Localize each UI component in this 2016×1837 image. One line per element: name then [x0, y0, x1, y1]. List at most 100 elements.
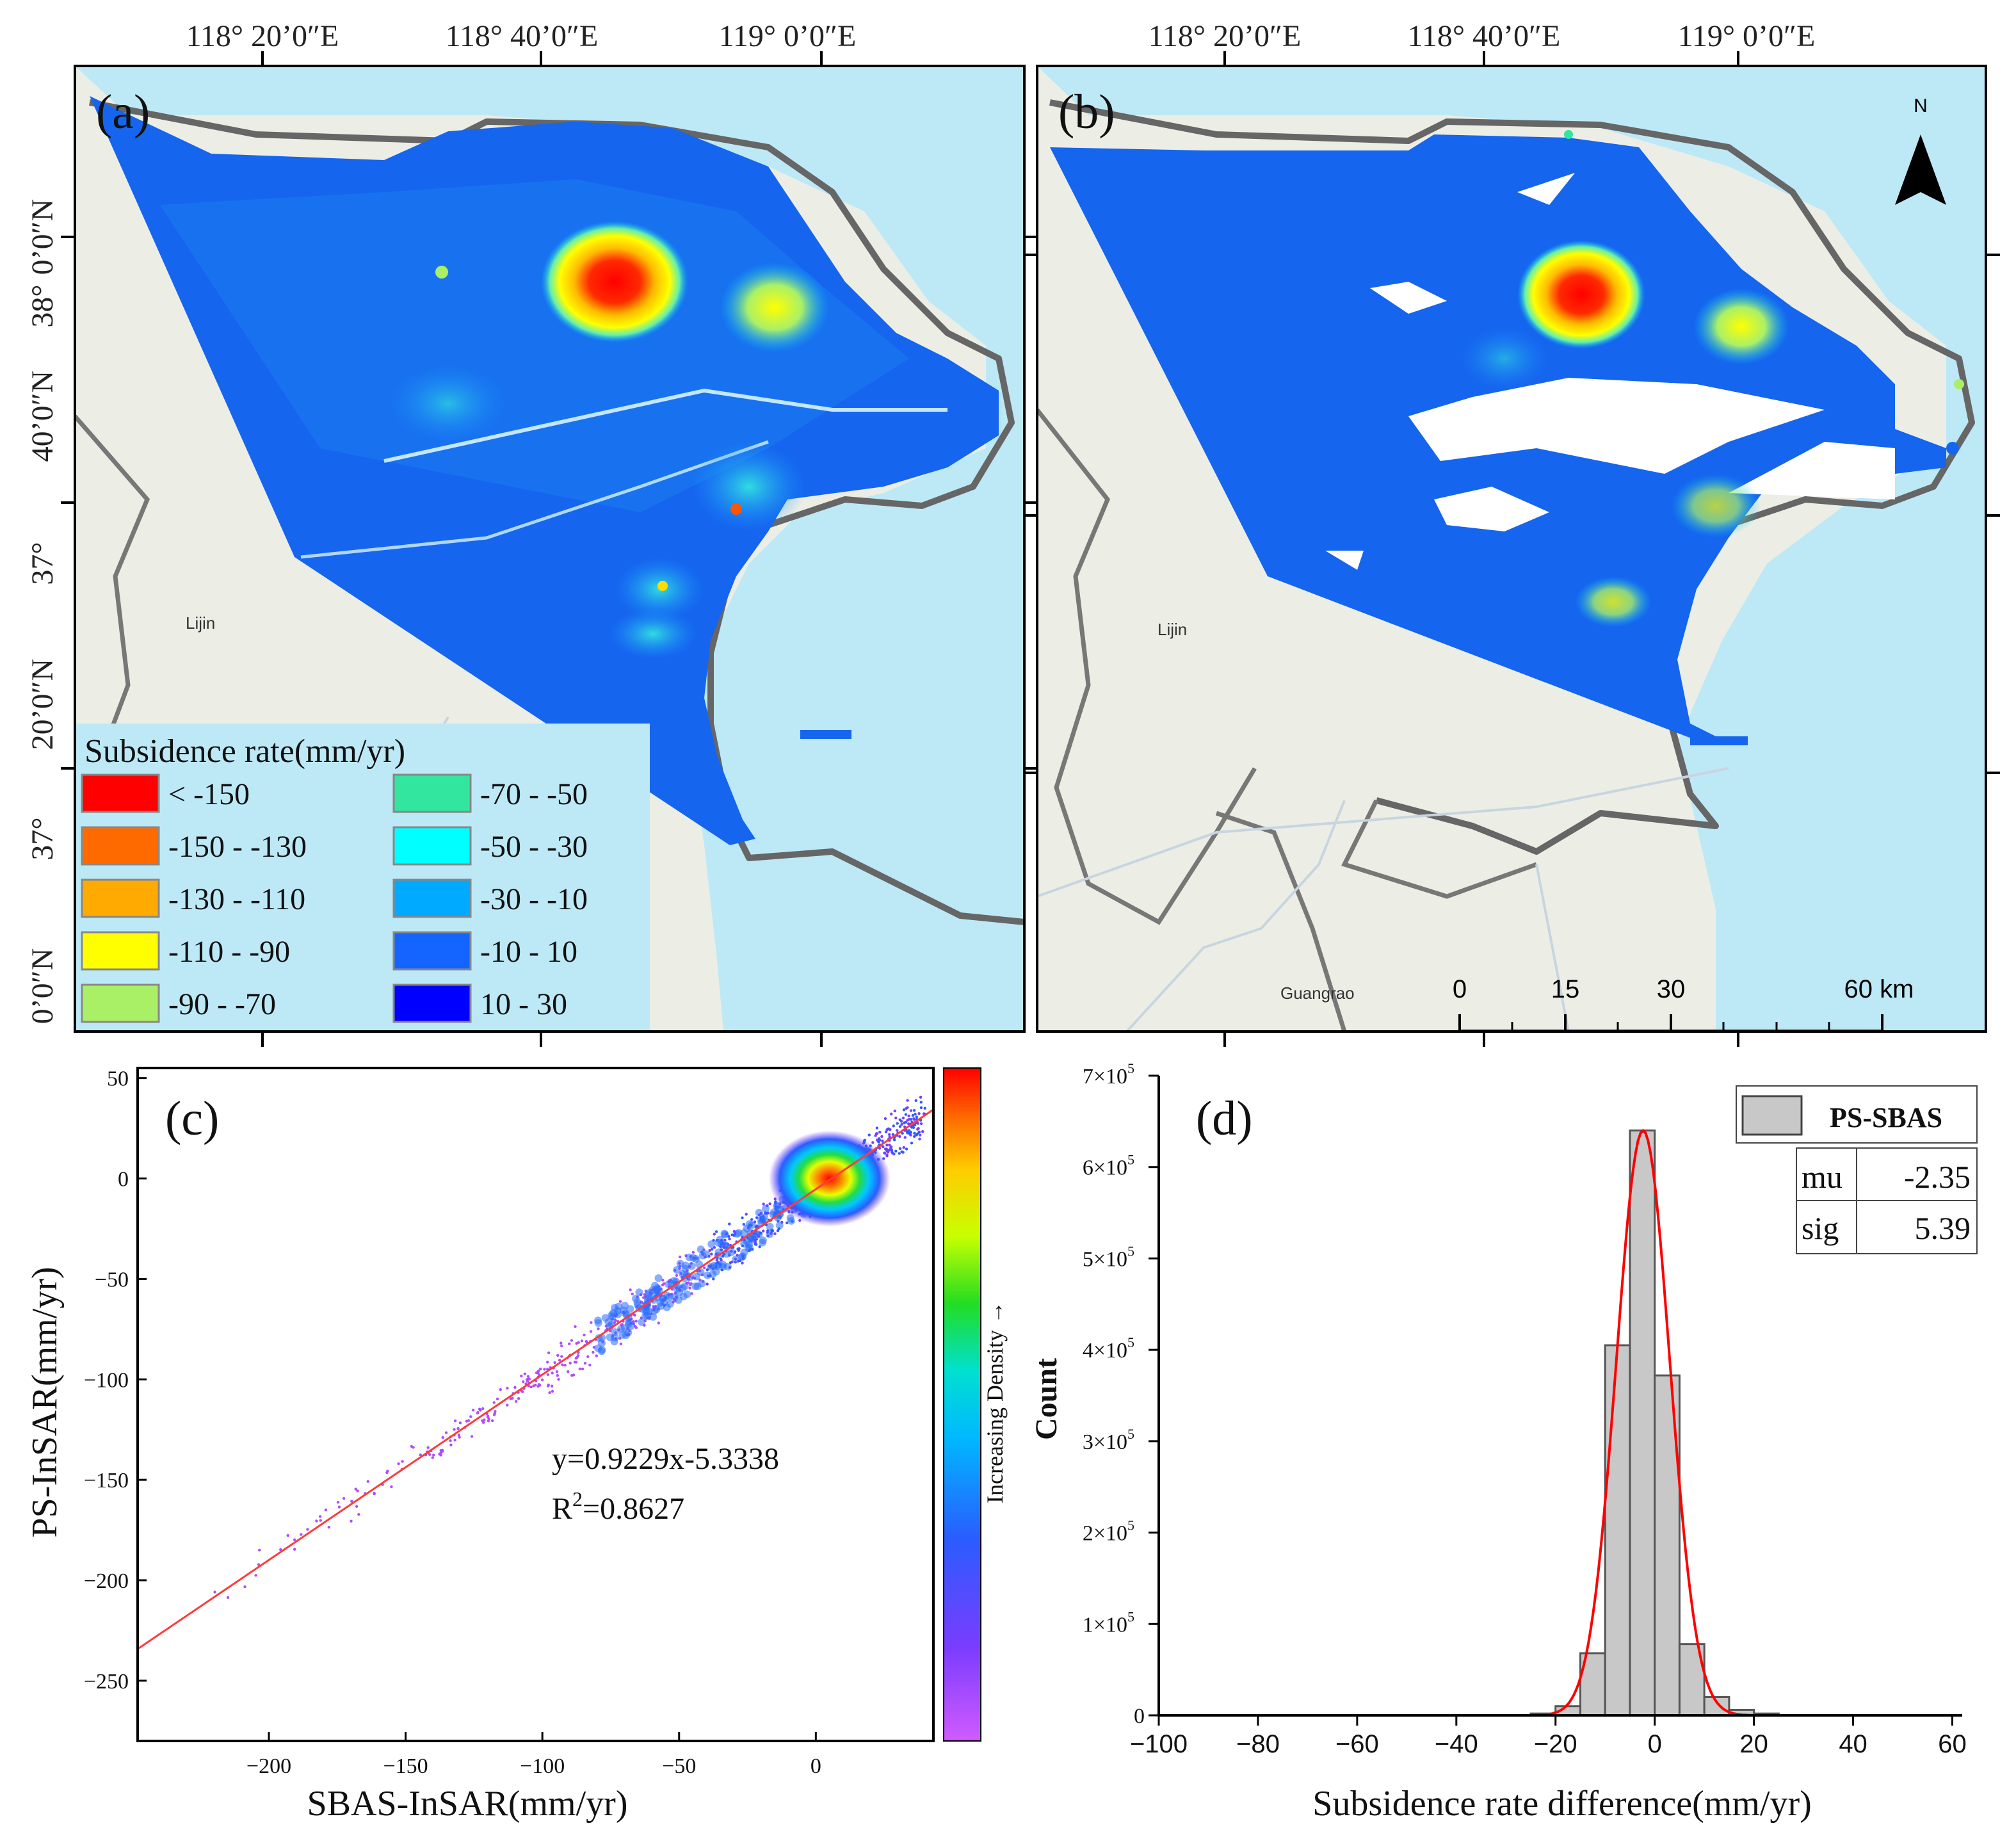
- scatter-point: [885, 1144, 889, 1147]
- scatter-point: [515, 1400, 518, 1403]
- histogram-panel-d: −100 −80 −60 −40 −20 0 20 40 60 0 1×105 2×105 3×105 4…: [1029, 1060, 1978, 1824]
- x-tick-label-d-2: −60: [1335, 1730, 1379, 1758]
- scatter-point: [574, 1357, 577, 1360]
- scatter-point: [629, 1288, 632, 1291]
- scatter-point: [905, 1147, 908, 1151]
- scatter-point: [570, 1339, 574, 1342]
- y-tick-label-c-6: −250: [84, 1670, 129, 1694]
- scatter-point: [595, 1354, 598, 1357]
- scatter-point: [904, 1113, 908, 1116]
- x-tick-label-d-5: 0: [1648, 1730, 1662, 1758]
- scatter-point: [909, 1130, 912, 1134]
- scatter-point: [719, 1260, 727, 1268]
- lon-label-b-3: 119° 0’0″E: [1678, 19, 1816, 53]
- scatter-point: [712, 1277, 715, 1281]
- x-axis-label-c: SBAS-InSAR(mm/yr): [307, 1784, 628, 1824]
- legend-label-0: < -150: [168, 777, 250, 811]
- x-tick-label-d-3: −40: [1435, 1730, 1478, 1758]
- scatter-point: [618, 1331, 627, 1339]
- scatter-point: [697, 1245, 705, 1254]
- scatter-point: [898, 1147, 902, 1151]
- scatter-point: [594, 1344, 602, 1352]
- scatter-point: [762, 1204, 770, 1213]
- scatter-point: [898, 1152, 901, 1155]
- scatter-point: [875, 1132, 879, 1135]
- scatter-point: [728, 1222, 731, 1226]
- scatter-point: [681, 1265, 689, 1273]
- scatter-point: [730, 1233, 734, 1236]
- legend-label-6: -50 - -30: [480, 830, 588, 864]
- scatter-point: [426, 1446, 430, 1449]
- scatter-point: [754, 1243, 757, 1246]
- scatter-point: [496, 1397, 499, 1400]
- scatter-point: [916, 1128, 919, 1131]
- scatter-point: [606, 1333, 614, 1341]
- scatter-point: [775, 1221, 784, 1229]
- scatter-point: [213, 1590, 216, 1594]
- legend-label-8: -10 - 10: [480, 935, 577, 969]
- scatter-point: [441, 1436, 444, 1439]
- scatter-point: [912, 1118, 916, 1121]
- scatter-point: [551, 1372, 554, 1375]
- scatter-point: [758, 1245, 761, 1249]
- scatter-point: [547, 1351, 551, 1354]
- scatter-point: [909, 1109, 913, 1112]
- scale-tick-0: 0: [1453, 975, 1467, 1003]
- panel-label-c: (c): [165, 1092, 219, 1145]
- scatter-point: [551, 1389, 554, 1393]
- lat-label-3a: 20’0″N: [26, 659, 60, 750]
- scatter-point: [741, 1216, 744, 1220]
- scatter-point: [258, 1548, 261, 1552]
- scatter-point: [354, 1487, 357, 1491]
- scatter-point: [585, 1339, 588, 1343]
- y-tick-label-c-4: −150: [84, 1469, 129, 1493]
- scatter-point: [337, 1505, 341, 1509]
- scatter-point: [918, 1137, 921, 1141]
- scatter-point: [911, 1113, 915, 1117]
- legend-swatch-4: [81, 983, 160, 1023]
- scatter-point: [707, 1240, 716, 1249]
- scatter-point: [892, 1153, 896, 1156]
- scatter-point: [613, 1307, 622, 1315]
- scatter-point: [649, 1313, 657, 1321]
- stat-name-mu: mu: [1802, 1159, 1843, 1195]
- scatter-point: [906, 1099, 909, 1102]
- scatter-point: [871, 1141, 875, 1144]
- panel-label-b: (b): [1058, 85, 1115, 139]
- y-tick-label-d-2: 2×105: [1083, 1517, 1134, 1546]
- x-tick-label-c-4: 0: [810, 1754, 821, 1778]
- legend-swatch-0: [81, 773, 160, 813]
- scatter-point: [492, 1401, 496, 1404]
- scatter-point: [706, 1283, 709, 1286]
- histogram-bar-4: [1629, 1129, 1656, 1717]
- lat-label-1b: 38°: [26, 284, 60, 327]
- scatter-point: [553, 1361, 556, 1364]
- scatter-point: [567, 1370, 570, 1373]
- scatter-point: [493, 1412, 497, 1415]
- scatter-point: [254, 1574, 257, 1577]
- scatter-point: [898, 1118, 902, 1122]
- scatter-point: [357, 1513, 360, 1516]
- stat-value-mu: -2.35: [1904, 1159, 1971, 1195]
- scatter-point: [597, 1327, 600, 1331]
- scatter-point: [714, 1239, 723, 1247]
- scatter-point: [626, 1305, 634, 1313]
- x-tick-label-c-3: −50: [662, 1754, 696, 1778]
- y-axis-label-d: Count: [1029, 1358, 1063, 1440]
- scatter-point: [898, 1135, 901, 1138]
- y-tick-label-d-6: 6×105: [1083, 1152, 1134, 1180]
- lat-label-2a: 40’0″N: [26, 371, 60, 462]
- scatter-point: [568, 1342, 571, 1345]
- legend-label-2: -130 - -110: [168, 882, 305, 916]
- legend-swatch-2: [81, 878, 160, 918]
- scatter-point: [561, 1363, 564, 1366]
- scatter-point: [536, 1372, 540, 1375]
- scatter-point: [293, 1548, 296, 1551]
- scatter-point: [900, 1150, 903, 1154]
- scatter-point: [546, 1373, 550, 1376]
- scatter-point: [891, 1133, 895, 1137]
- scatter-point: [919, 1096, 923, 1099]
- scatter-point: [327, 1526, 330, 1529]
- scatter-point: [917, 1112, 921, 1115]
- scatter-point: [645, 1289, 653, 1297]
